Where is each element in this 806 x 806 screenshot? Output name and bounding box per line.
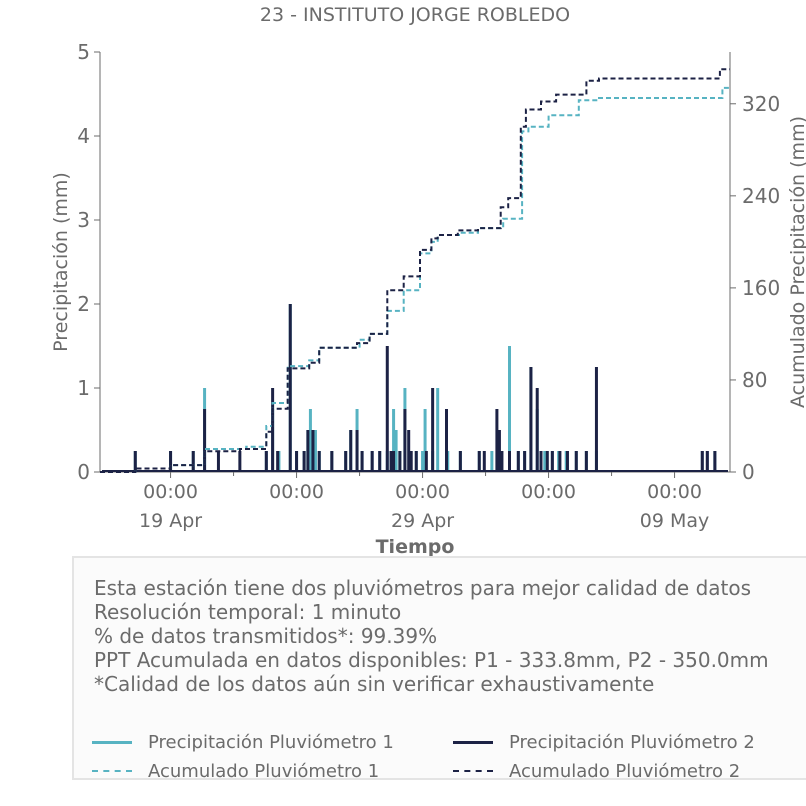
info-line-transmitted: % de datos transmitidos*: 99.39%	[94, 624, 438, 648]
x-tick-label-time: 00:00	[521, 481, 576, 503]
info-line-stations: Esta estación tiene dos pluviómetros par…	[94, 576, 752, 600]
x-tick-label-date: 19 Apr	[139, 510, 202, 532]
legend-label-p1-cumulative: Acumulado Pluviómetro 1	[148, 760, 380, 782]
legend-item-p2-cumulative: Acumulado Pluviómetro 2	[453, 759, 740, 783]
x-tick-label-time: 00:00	[647, 481, 702, 503]
x-tick-label-time: 00:00	[269, 481, 324, 503]
y-left-tick-label: 2	[77, 292, 90, 316]
x-tick-label-date: 29 Apr	[391, 510, 454, 532]
legend-label-p2-precip: Precipitación Pluviómetro 2	[509, 731, 755, 753]
y-right-tick-label: 240	[742, 184, 780, 208]
legend-swatch-p1-precip	[92, 740, 132, 744]
info-panel: Esta estación tiene dos pluviómetros par…	[72, 556, 806, 783]
y-left-tick-label: 1	[77, 376, 90, 400]
y-right-tick-label: 160	[742, 276, 780, 300]
y-left-tick-label: 4	[77, 124, 90, 148]
y-left-tick-label: 5	[77, 40, 90, 64]
legend-swatch-p2-cumulative	[453, 770, 493, 772]
cumulative-line-p1	[100, 86, 730, 473]
x-axis-label: Tiempo	[376, 536, 455, 556]
precipitation-chart: 23 - INSTITUTO JORGE ROBLEDO Precipitaci…	[50, 4, 806, 556]
legend-swatch-p1-cumulative	[92, 770, 132, 772]
legend-label-p1-precip: Precipitación Pluviómetro 1	[148, 731, 394, 753]
legend-item-p1-precip: Precipitación Pluviómetro 1	[92, 730, 394, 754]
x-tick-label-time: 00:00	[395, 481, 450, 503]
info-line-quality-note: *Calidad de los datos aún sin verificar …	[94, 672, 655, 696]
info-line-resolution: Resolución temporal: 1 minuto	[94, 600, 402, 624]
info-line-accumulated: PPT Acumulada en datos disponibles: P1 -…	[94, 648, 769, 672]
y-axis-left-label: Precipitación (mm)	[50, 172, 72, 352]
y-right-tick-label: 320	[742, 92, 780, 116]
legend-swatch-p2-precip	[453, 740, 493, 744]
y-left-tick-label: 0	[77, 460, 90, 484]
x-tick-label-date: 09 May	[640, 510, 710, 532]
legend-item-p1-cumulative: Acumulado Pluviómetro 1	[92, 759, 379, 783]
y-axis-right-label: Acumulado Precipitación (mm)	[787, 116, 806, 408]
cumulative-line-p2	[100, 68, 730, 473]
y-left-tick-label: 3	[77, 208, 90, 232]
y-right-tick-label: 80	[742, 368, 767, 392]
legend-item-p2-precip: Precipitación Pluviómetro 2	[453, 730, 755, 754]
x-tick-label-time: 00:00	[143, 481, 198, 503]
plot-area: 0 1 2 3 4 5 0 80 160 240 320 00:00 19 Apr 00:00 00:00 2…	[77, 40, 780, 532]
chart-title: 23 - INSTITUTO JORGE ROBLEDO	[260, 4, 570, 26]
y-right-tick-label: 0	[742, 460, 755, 484]
legend-label-p2-cumulative: Acumulado Pluviómetro 2	[509, 760, 741, 782]
